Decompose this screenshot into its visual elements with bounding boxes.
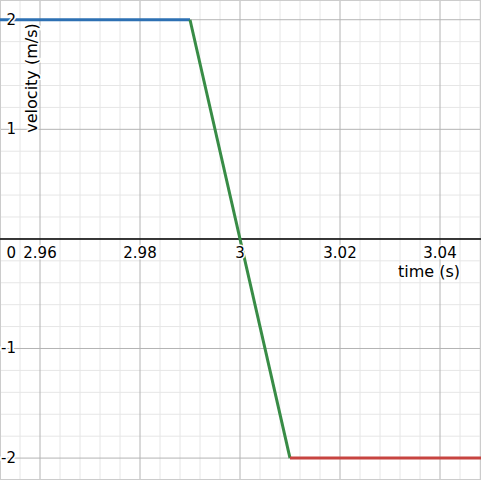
minor-grid-line (180, 0, 181, 480)
y-grid-line (0, 458, 481, 459)
y-grid-line (0, 129, 481, 130)
y-tick-label: 2 (6, 11, 16, 29)
x-grid-line (440, 0, 441, 480)
minor-grid-line (420, 0, 421, 480)
minor-grid-line (320, 0, 321, 480)
labels: 2.96 2.98 3 3.02 3.04 -2 -1 0 1 2 time (s) velocity… (1, 11, 460, 467)
minor-grid-line (400, 0, 401, 480)
minor-grid-line (20, 0, 21, 480)
x-tick-label: 3 (235, 244, 245, 262)
y-grid-line (0, 19, 481, 20)
series-line (0, 18, 190, 21)
minor-grid-line (100, 0, 101, 480)
series-line (290, 457, 481, 460)
x-tick-label: 3.04 (423, 244, 456, 262)
grid (0, 0, 481, 480)
x-grid-line (140, 0, 141, 480)
y-tick-label: -1 (1, 339, 16, 357)
minor-grid-line (300, 0, 301, 480)
minor-grid-line (200, 0, 201, 480)
x-tick-label: 2.96 (23, 244, 56, 262)
series-group (0, 20, 481, 458)
minor-grid-line (220, 0, 221, 480)
plot-frame (1, 1, 481, 480)
chart-svg: 2.96 2.98 3 3.02 3.04 -2 -1 0 1 2 time (s) velocity… (0, 0, 481, 480)
minor-grid-line (260, 0, 261, 480)
minor-grid-line (60, 0, 61, 480)
minor-grid-line (460, 0, 461, 480)
series-line (190, 20, 290, 458)
minor-grid-line (380, 0, 381, 480)
minor-grid-line (120, 0, 121, 480)
minor-grid-line (80, 0, 81, 480)
minor-grid-line (360, 0, 361, 480)
minor-grid-line (160, 0, 161, 480)
y-tick-label: 0 (6, 244, 16, 262)
y-tick-label: -2 (1, 449, 16, 467)
y-grid-line (0, 348, 481, 349)
y-axis-label: velocity (m/s) (22, 23, 41, 132)
x-axis-label: time (s) (398, 262, 460, 281)
chart-container: 2.96 2.98 3 3.02 3.04 -2 -1 0 1 2 time (s) velocity… (0, 0, 481, 480)
x-tick-label: 2.98 (123, 244, 156, 262)
x-grid-line (340, 0, 341, 480)
y-tick-label: 1 (6, 120, 16, 138)
x-tick-label: 3.02 (323, 244, 356, 262)
